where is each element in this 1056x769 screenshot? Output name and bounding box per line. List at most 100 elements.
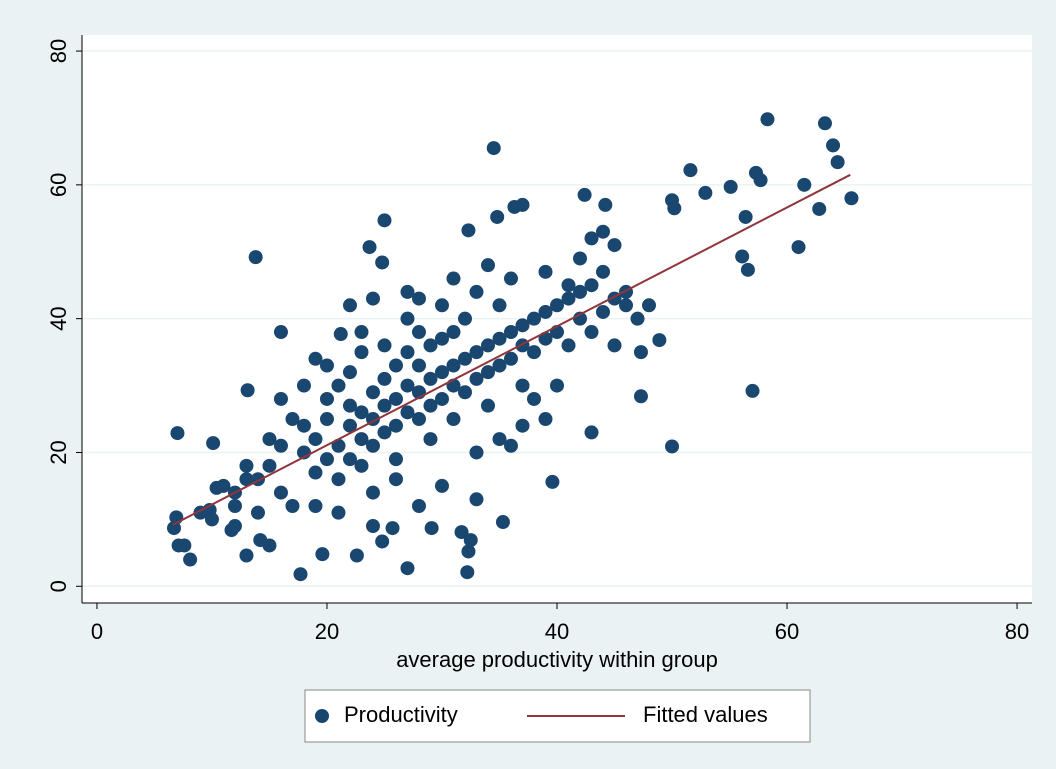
point (667, 201, 682, 216)
point (204, 512, 219, 527)
point (319, 358, 334, 373)
point (596, 264, 611, 279)
point (308, 351, 323, 366)
point (388, 391, 403, 406)
point (248, 250, 263, 265)
point (240, 383, 255, 398)
point (377, 398, 392, 413)
point (362, 240, 377, 255)
point (584, 231, 599, 246)
point (844, 191, 859, 206)
point (630, 311, 645, 326)
point (239, 548, 254, 563)
point (735, 249, 750, 264)
point (490, 209, 505, 224)
point (262, 458, 277, 473)
point (607, 338, 622, 353)
x-tick-label: 60 (775, 619, 799, 644)
point (411, 412, 426, 427)
point (573, 284, 588, 299)
point (738, 209, 753, 224)
point (461, 544, 476, 559)
point (492, 432, 507, 447)
point (503, 325, 518, 340)
x-tick-label: 20 (315, 619, 339, 644)
point (273, 325, 288, 340)
x-tick-label: 0 (91, 619, 103, 644)
point (388, 472, 403, 487)
point (177, 538, 192, 553)
point (434, 298, 449, 313)
point (411, 498, 426, 513)
point (424, 521, 439, 536)
point (434, 331, 449, 346)
point (206, 436, 221, 451)
point (293, 567, 308, 582)
point (273, 438, 288, 453)
point (377, 425, 392, 440)
point (434, 391, 449, 406)
point (495, 515, 510, 530)
point (434, 478, 449, 493)
point (584, 325, 599, 340)
point (454, 525, 469, 540)
point (365, 485, 380, 500)
point (503, 438, 518, 453)
point (411, 358, 426, 373)
point (400, 345, 415, 360)
point (817, 116, 832, 131)
point (296, 378, 311, 393)
point (183, 552, 198, 567)
point (331, 472, 346, 487)
point (469, 345, 484, 360)
point (503, 351, 518, 366)
point (227, 498, 242, 513)
point (423, 338, 438, 353)
point (665, 439, 680, 454)
point (319, 412, 334, 427)
point (170, 426, 185, 441)
point (753, 173, 768, 188)
point (273, 485, 288, 500)
point (385, 521, 400, 536)
point (740, 262, 755, 277)
point (561, 291, 576, 306)
fit-line (172, 173, 851, 526)
point (642, 298, 657, 313)
point (797, 177, 812, 192)
point (342, 365, 357, 380)
point (262, 432, 277, 447)
point (723, 179, 738, 194)
point (342, 452, 357, 467)
point (526, 311, 541, 326)
grid (82, 50, 1032, 588)
y-tick-label: 0 (46, 580, 71, 592)
point (377, 371, 392, 386)
point (596, 304, 611, 319)
point (469, 445, 484, 460)
point (411, 291, 426, 306)
point (457, 351, 472, 366)
point (457, 385, 472, 400)
point (319, 391, 334, 406)
point (285, 498, 300, 513)
point (619, 284, 634, 299)
point (342, 398, 357, 413)
point (826, 138, 841, 153)
point (400, 378, 415, 393)
axis-labels: 0 20 40 60 80 0 20 40 60 80 (46, 39, 1029, 644)
point (515, 318, 530, 333)
point (388, 418, 403, 433)
legend: Productivity Fitted values (315, 702, 768, 727)
point (538, 264, 553, 279)
point (308, 498, 323, 513)
point (333, 327, 348, 342)
point (577, 187, 592, 202)
point (446, 358, 461, 373)
point (388, 452, 403, 467)
point (342, 418, 357, 433)
point (239, 458, 254, 473)
point (503, 271, 518, 286)
point (227, 519, 242, 534)
point (365, 385, 380, 400)
